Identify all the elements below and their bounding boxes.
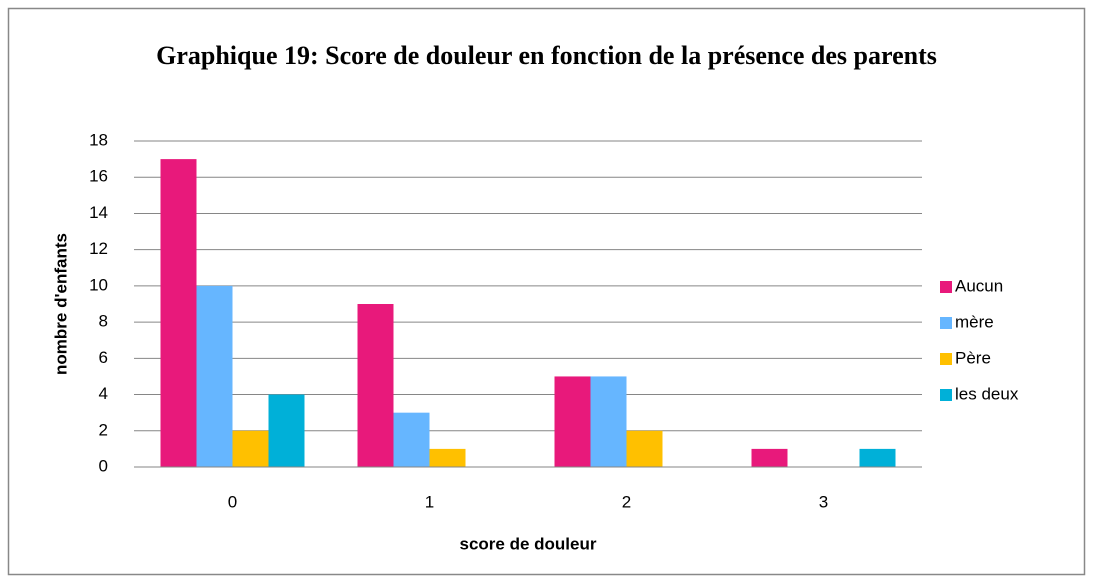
y-tick-label: 0: [99, 456, 108, 475]
x-tick-label: 1: [425, 492, 434, 511]
bar: [554, 376, 591, 467]
y-tick-label: 8: [99, 312, 108, 331]
y-tick-label: 10: [89, 275, 108, 294]
legend-swatch: [940, 353, 952, 365]
legend-swatch: [940, 317, 952, 329]
y-tick-label: 14: [89, 203, 108, 222]
bar: [160, 159, 197, 467]
bar: [590, 376, 627, 467]
y-tick-label: 2: [99, 420, 108, 439]
y-tick-label: 16: [89, 167, 108, 186]
legend-swatch: [940, 281, 952, 293]
bar: [196, 285, 233, 467]
y-axis-label: nombre d'enfants: [51, 233, 70, 375]
legend-swatch: [940, 389, 952, 401]
bar: [751, 448, 788, 467]
bar: [357, 304, 394, 467]
bar: [232, 430, 269, 467]
x-tick-label: 2: [622, 492, 631, 511]
legend-label: Père: [955, 348, 991, 367]
y-tick-label: 6: [99, 348, 108, 367]
bar: [626, 430, 663, 467]
y-tick-label: 4: [99, 384, 108, 403]
bar: [859, 448, 896, 467]
y-tick-label: 12: [89, 239, 108, 258]
bar: [393, 412, 430, 467]
x-tick-label: 0: [228, 492, 237, 511]
x-axis-label: score de douleur: [460, 534, 597, 553]
chart-title: Graphique 19: Score de douleur en foncti…: [156, 41, 937, 70]
legend-label: Aucun: [955, 276, 1003, 295]
bar: [429, 448, 466, 467]
x-tick-label: 3: [819, 492, 828, 511]
legend-label: les deux: [955, 384, 1019, 403]
legend-label: mère: [955, 312, 994, 331]
bar: [268, 394, 305, 467]
y-tick-label: 18: [89, 130, 108, 149]
